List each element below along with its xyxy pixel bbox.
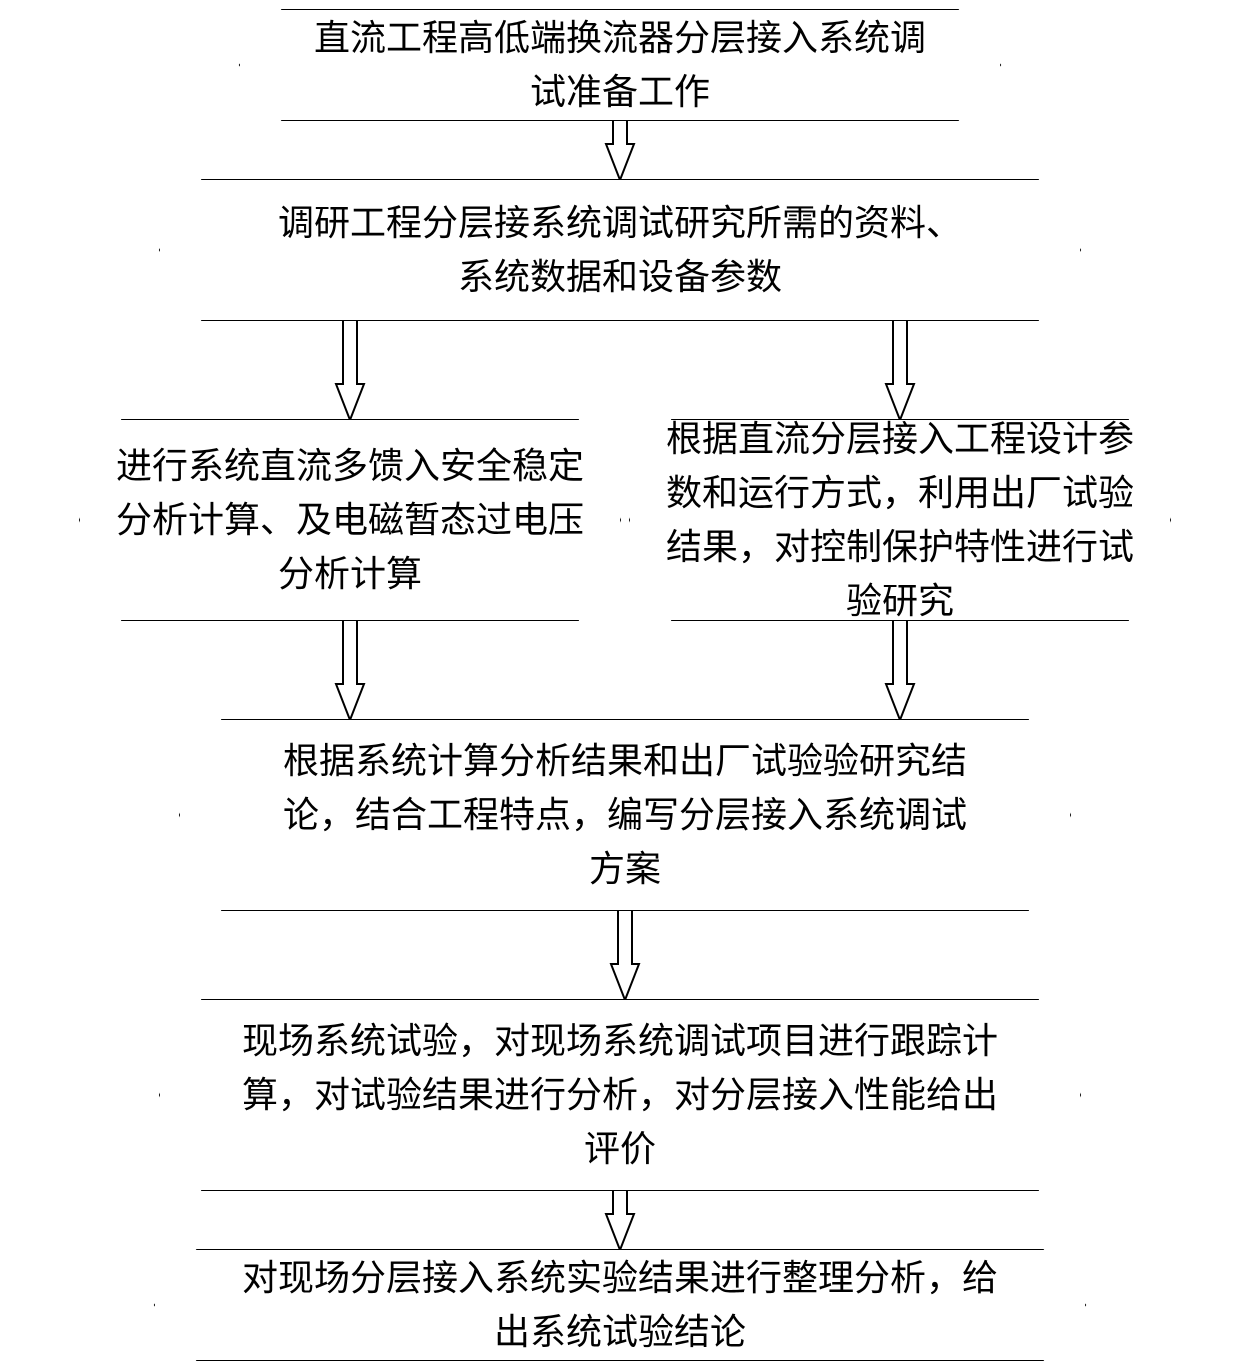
step-box-4: 根据直流分层接入工程设计参 数和运行方式，利用出厂试验 结果，对控制保护特性进行… xyxy=(630,420,1170,620)
step-text-2: 调研工程分层接系统调试研究所需的资料、 系统数据和设备参数 xyxy=(270,192,970,308)
step-box-6: 现场系统试验，对现场系统调试项目进行跟踪计 算，对试验结果进行分析，对分层接入性… xyxy=(160,1000,1080,1190)
step-text-6: 现场系统试验，对现场系统调试项目进行跟踪计 算，对试验结果进行分析，对分层接入性… xyxy=(234,1010,1006,1180)
step-text-5: 根据系统计算分析结果和出厂试验验研究结 论，结合工程特点，编写分层接入系统调试 … xyxy=(275,730,975,900)
step-text-4: 根据直流分层接入工程设计参 数和运行方式，利用出厂试验 结果，对控制保护特性进行… xyxy=(658,408,1142,632)
step-text-3: 进行系统直流多馈入安全稳定 分析计算、及电磁暂态过电压 分析计算 xyxy=(108,435,592,605)
arrow-down-icon xyxy=(886,620,914,720)
arrow-down-icon xyxy=(886,320,914,420)
step-text-7: 对现场分层接入系统实验结果进行整理分析，给 出系统试验结论 xyxy=(234,1247,1006,1363)
arrow-down-icon xyxy=(336,620,364,720)
step-box-3: 进行系统直流多馈入安全稳定 分析计算、及电磁暂态过电压 分析计算 xyxy=(80,420,620,620)
arrow-down-icon xyxy=(606,120,634,180)
step-box-5: 根据系统计算分析结果和出厂试验验研究结 论，结合工程特点，编写分层接入系统调试 … xyxy=(180,720,1070,910)
step-box-2: 调研工程分层接系统调试研究所需的资料、 系统数据和设备参数 xyxy=(160,180,1080,320)
step-box-1: 直流工程高低端换流器分层接入系统调 试准备工作 xyxy=(240,10,1000,120)
arrow-down-icon xyxy=(336,320,364,420)
flowchart-canvas: 直流工程高低端换流器分层接入系统调 试准备工作 调研工程分层接系统调试研究所需的… xyxy=(0,0,1240,1366)
step-box-7: 对现场分层接入系统实验结果进行整理分析，给 出系统试验结论 xyxy=(155,1250,1085,1360)
arrow-down-icon xyxy=(606,1190,634,1250)
arrow-down-icon xyxy=(611,910,639,1000)
step-text-1: 直流工程高低端换流器分层接入系统调 试准备工作 xyxy=(306,7,934,123)
